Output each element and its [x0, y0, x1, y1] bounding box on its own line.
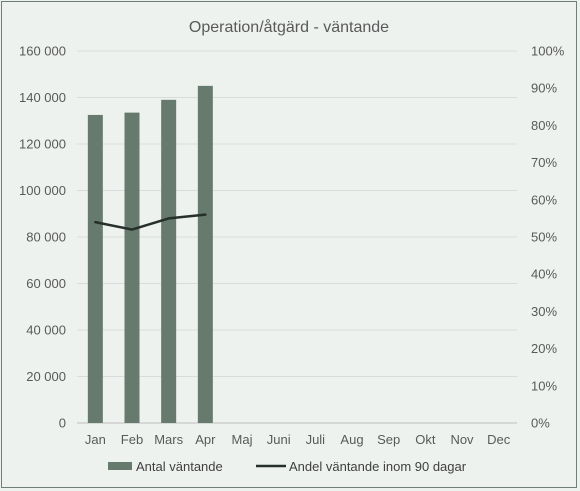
- right-axis-tick-label: 80%: [531, 118, 557, 133]
- x-axis-tick-label: Apr: [195, 432, 216, 447]
- x-axis-tick-label: Jan: [85, 432, 106, 447]
- right-axis-tick-label: 70%: [531, 155, 557, 170]
- legend-bar-swatch: [108, 462, 132, 470]
- right-axis-tick-label: 50%: [531, 230, 557, 245]
- left-axis-tick-label: 120 000: [19, 137, 66, 152]
- left-axis-tick-label: 100 000: [19, 183, 66, 198]
- right-axis-tick-label: 20%: [531, 341, 557, 356]
- right-axis: 0% 10% 20% 30% 40% 50% 60% 70% 80% 90% 100%: [531, 44, 565, 431]
- x-axis-tick-label: Feb: [121, 432, 143, 447]
- x-axis-tick-label: Dec: [487, 432, 511, 447]
- bar: [87, 114, 103, 423]
- right-axis-tick-label: 60%: [531, 192, 557, 207]
- x-axis-tick-label: Sep: [377, 432, 400, 447]
- left-axis: 0 20 000 40 000 60 000 80 000 100 000 120 000 1…: [19, 44, 66, 431]
- left-axis-tick-label: 20 000: [26, 369, 66, 384]
- gridlines: [77, 50, 517, 424]
- x-axis-tick-label: Maj: [232, 432, 253, 447]
- left-axis-tick-label: 160 000: [19, 44, 66, 59]
- left-axis-tick-label: 40 000: [26, 323, 66, 338]
- x-axis-tick-label: Mars: [154, 432, 183, 447]
- left-axis-tick-label: 60 000: [26, 276, 66, 291]
- series-line: [94, 213, 207, 231]
- left-axis-tick-label: 80 000: [26, 230, 66, 245]
- right-axis-tick-label: 30%: [531, 304, 557, 319]
- legend-line-label: Andel väntande inom 90 dagar: [289, 459, 467, 474]
- x-axis-tick-label: Okt: [415, 432, 436, 447]
- right-axis-tick-label: 10%: [531, 378, 557, 393]
- bar: [124, 112, 140, 424]
- x-axis-tick-label: Nov: [450, 432, 474, 447]
- x-axis: Jan Feb Mars Apr Maj Juni Juli Aug Sep Okt Nov Dec: [85, 432, 511, 447]
- chart-title: Operation/åtgärd - väntande: [189, 18, 389, 36]
- right-axis-tick-label: 100%: [531, 44, 565, 59]
- right-axis-tick-label: 0%: [531, 416, 550, 431]
- right-axis-tick-label: 40%: [531, 267, 557, 282]
- x-axis-tick-label: Juni: [267, 432, 291, 447]
- bar: [161, 99, 177, 423]
- left-axis-tick-label: 140 000: [19, 90, 66, 105]
- legend-bar-label: Antal väntande: [136, 459, 223, 474]
- bar-series: [87, 85, 213, 424]
- bar: [197, 85, 213, 423]
- line-series: [94, 213, 207, 231]
- x-axis-tick-label: Juli: [306, 432, 326, 447]
- right-axis-tick-label: 90%: [531, 81, 557, 96]
- left-axis-tick-label: 0: [59, 416, 66, 431]
- x-axis-tick-label: Aug: [340, 432, 363, 447]
- legend: Antal väntande Andel väntande inom 90 da…: [108, 459, 467, 474]
